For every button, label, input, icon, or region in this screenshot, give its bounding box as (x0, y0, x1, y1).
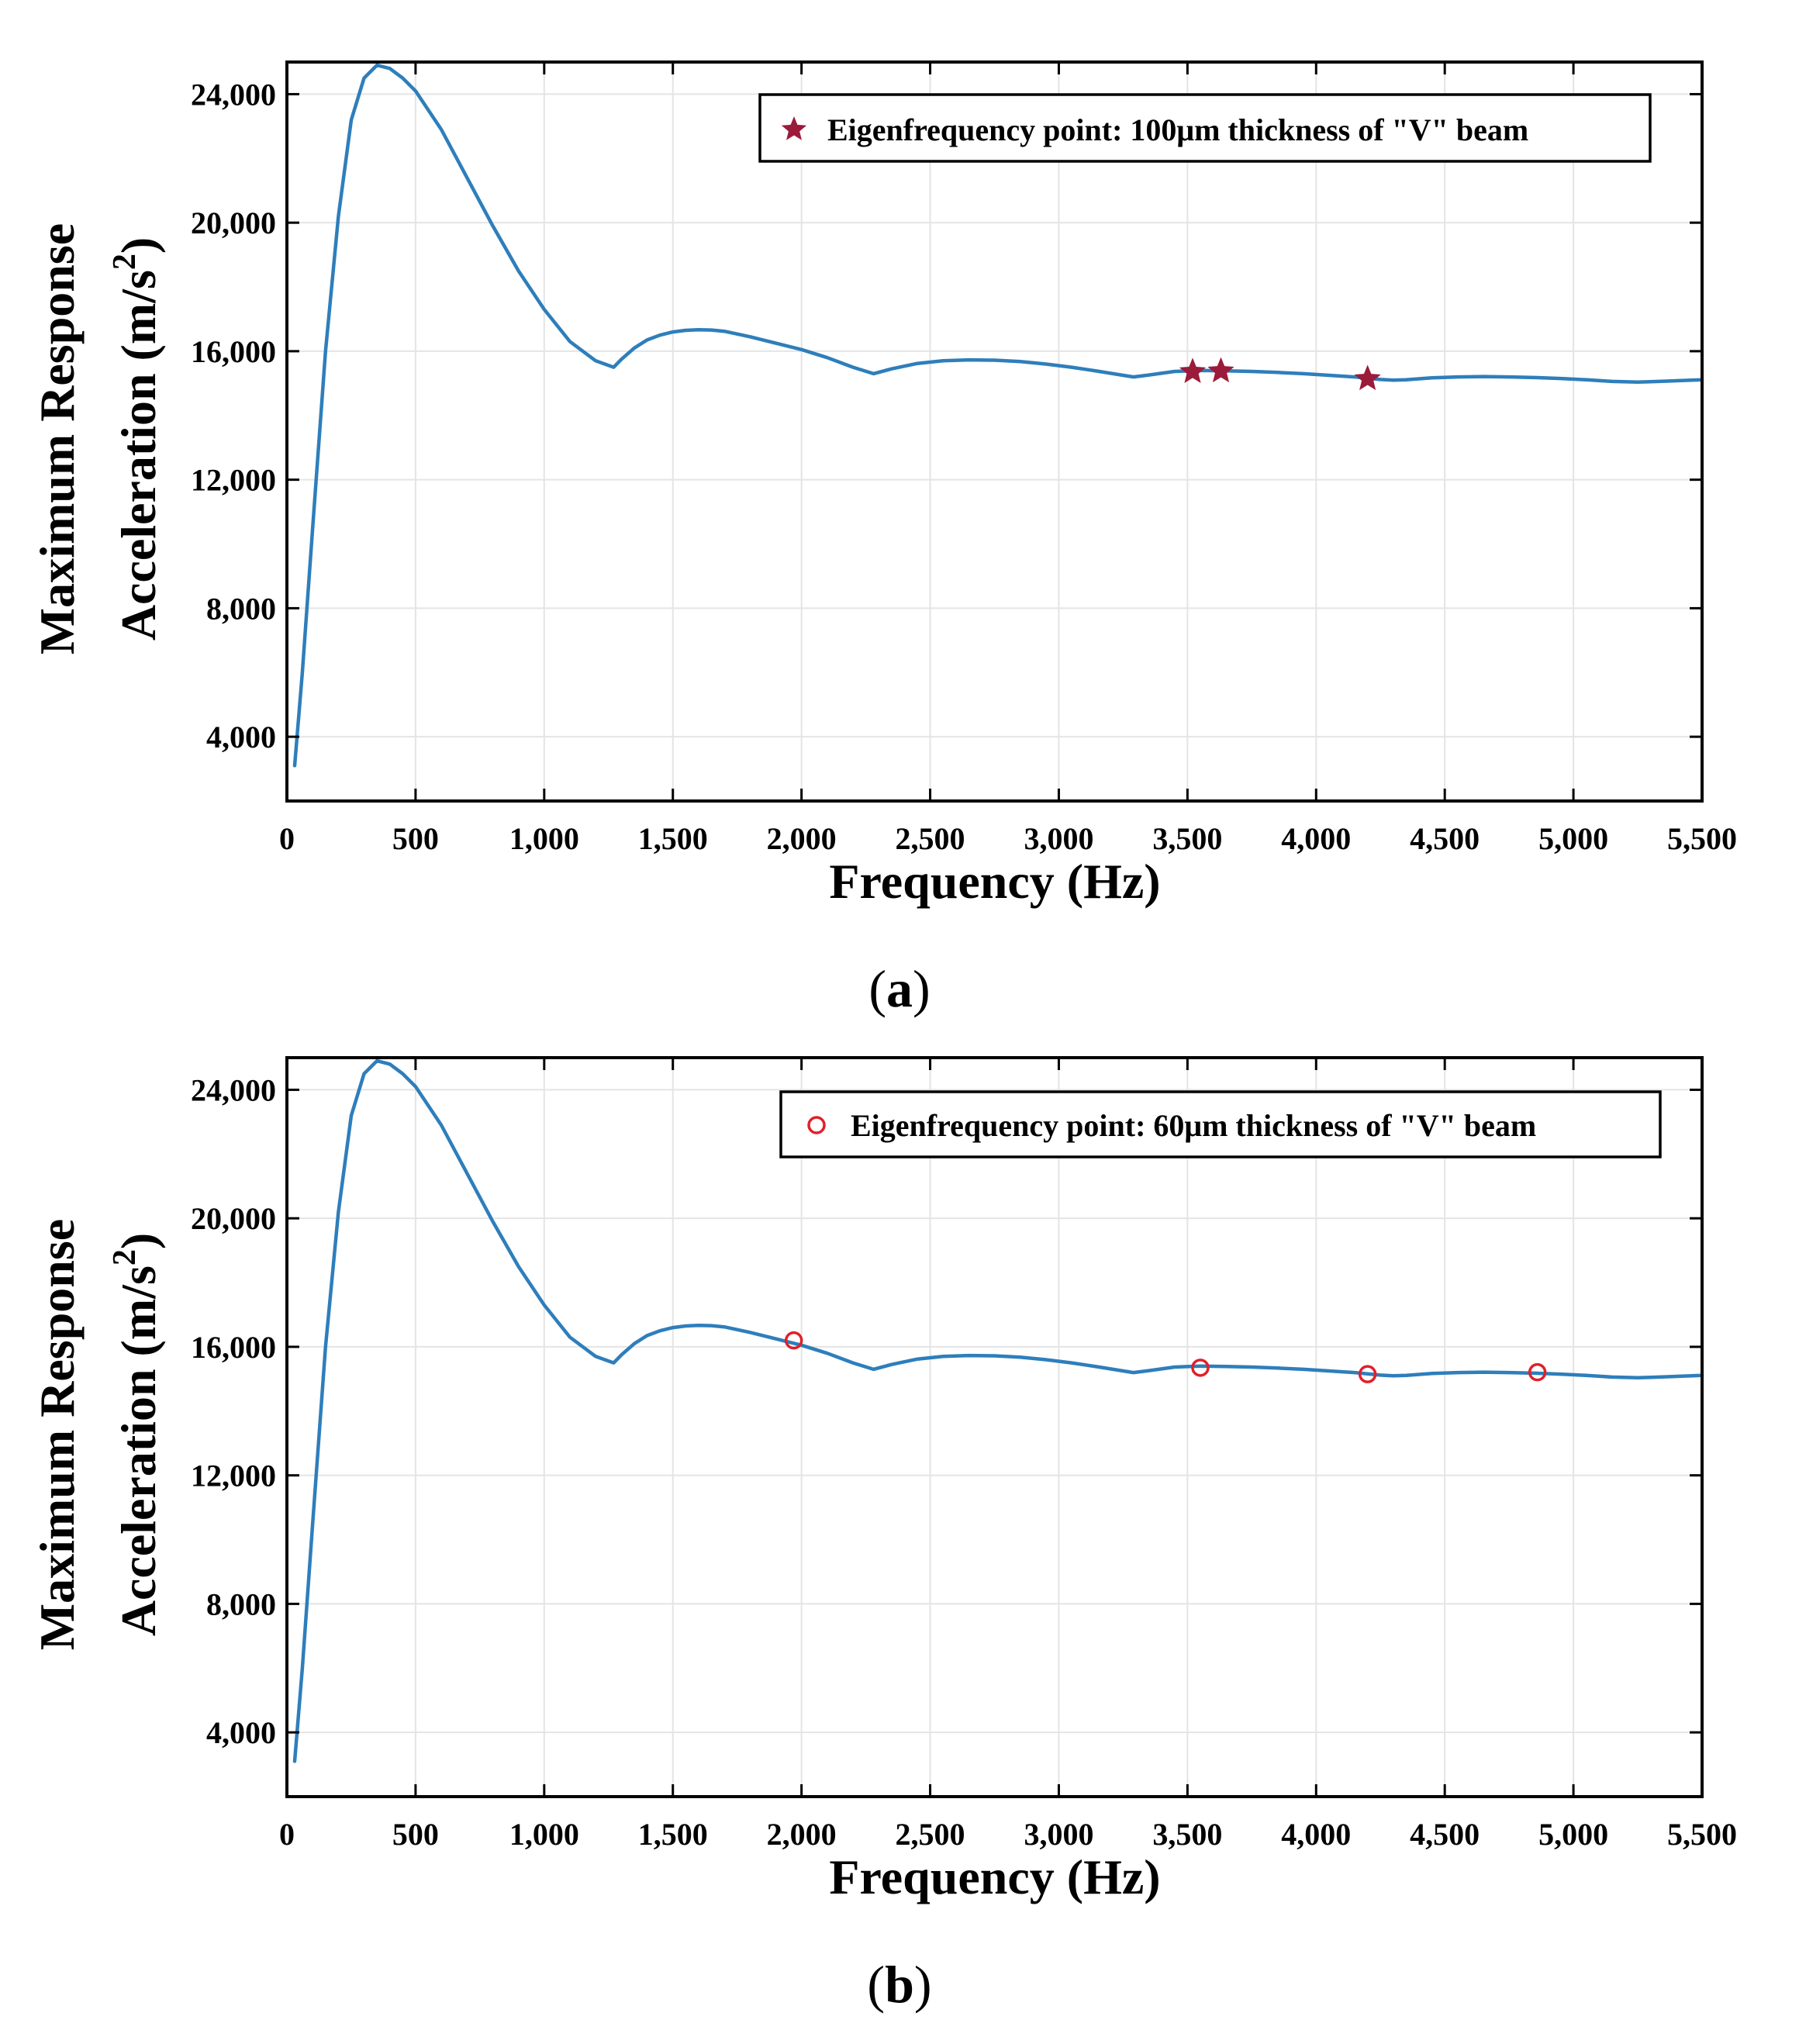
x-tick-label: 5,500 (1667, 821, 1737, 856)
x-tick-label: 3,500 (1152, 1817, 1222, 1852)
y-axis-title-close: ) (111, 237, 166, 254)
x-tick-label: 500 (392, 821, 439, 856)
y-axis-title-text: Acceleration (m/s (111, 1265, 166, 1636)
x-axis-title: Frequency (Hz) (829, 854, 1160, 909)
y-axis-title-line2: Acceleration (m/s2) (107, 237, 166, 640)
y-tick-label: 16,000 (191, 334, 276, 369)
response-curve-line (292, 1058, 1704, 1763)
legend-label: Eigenfrequency point: 60μm thickness of … (851, 1108, 1536, 1143)
eigenfrequency-star-marker (1179, 357, 1207, 383)
y-tick-label: 16,000 (191, 1330, 276, 1365)
y-tick-label: 4,000 (206, 1715, 276, 1750)
y-tick-label: 24,000 (191, 1072, 276, 1107)
eigenfrequency-star-marker (1207, 357, 1234, 383)
x-tick-label: 1,000 (509, 821, 579, 856)
plot-frame (285, 60, 1704, 803)
legend-circle-icon (807, 1116, 826, 1134)
y-tick-label: 12,000 (191, 463, 276, 498)
x-tick-label: 1,500 (638, 1817, 708, 1852)
panel-label-open: ( (867, 1955, 885, 2014)
x-tick-label: 0 (279, 821, 295, 856)
legend-box (758, 93, 1652, 163)
y-tick-labels: 4,000 8,000 12,000 16,000 20,000 24,000 (191, 1072, 276, 1750)
x-tick-labels: 0 500 1,000 1,500 2,000 2,500 3,000 3,500 4,000 4… (279, 1817, 1737, 1852)
legend: Eigenfrequency point: 60μm thickness of … (779, 1090, 1662, 1158)
x-tick-label: 500 (392, 1817, 439, 1852)
y-tick-labels: 4,000 8,000 12,000 16,000 20,000 24,000 (191, 77, 276, 754)
y-axis-title-line1: Maximum Response (29, 223, 85, 654)
x-axis-title: Frequency (Hz) (829, 1849, 1160, 1904)
y-axis-title-close: ) (111, 1233, 166, 1249)
x-tick-label: 3,500 (1152, 821, 1222, 856)
x-tick-label: 5,000 (1538, 821, 1608, 856)
eigenfrequency-markers (784, 1331, 1547, 1383)
panel-label-close: ) (914, 1955, 932, 2014)
y-axis-title-line1: Maximum Response (29, 1219, 85, 1650)
x-tick-label: 4,000 (1281, 821, 1351, 856)
y-tick-label: 8,000 (206, 1587, 276, 1621)
y-tick-label: 12,000 (191, 1459, 276, 1493)
eigenfrequency-circle-marker (1528, 1362, 1547, 1382)
y-axis-title-superscript: 2 (107, 1249, 143, 1265)
eigenfrequency-star-marker (1354, 364, 1381, 391)
chart-panel-a: 0 500 1,000 1,500 2,000 2,500 3,000 3,500 4,000 4… (29, 60, 1737, 1018)
x-tick-labels: 0 500 1,000 1,500 2,000 2,500 3,000 3,500 4,000 4… (279, 821, 1737, 856)
tick-marks (285, 62, 1704, 801)
grid-lines (286, 62, 1703, 801)
panel-label-open: ( (868, 959, 886, 1018)
y-tick-label: 20,000 (191, 1201, 276, 1236)
tick-marks (285, 1058, 1704, 1797)
x-tick-label: 3,000 (1024, 1817, 1093, 1852)
x-tick-label: 5,500 (1667, 1817, 1737, 1852)
legend-star-icon (781, 116, 807, 140)
x-tick-label: 1,000 (509, 1817, 579, 1852)
y-tick-label: 8,000 (206, 591, 276, 626)
legend-star-shape (781, 116, 807, 140)
x-tick-label: 2,500 (896, 821, 965, 856)
y-tick-label: 24,000 (191, 77, 276, 112)
y-tick-label: 20,000 (191, 205, 276, 240)
x-tick-label: 4,500 (1410, 821, 1480, 856)
response-curve-line (292, 63, 1704, 768)
legend-label: Eigenfrequency point: 100μm thickness of… (827, 112, 1528, 147)
panel-label-a: (a) (868, 959, 930, 1018)
panel-label-letter: b (885, 1955, 914, 2014)
x-tick-label: 0 (279, 1817, 295, 1852)
x-tick-label: 2,500 (896, 1817, 965, 1852)
eigenfrequency-circle-marker (1191, 1359, 1210, 1377)
chart-panel-b: 0 500 1,000 1,500 2,000 2,500 3,000 3,500 4,000 4… (29, 1056, 1737, 2014)
x-tick-label: 4,500 (1410, 1817, 1480, 1852)
legend: Eigenfrequency point: 100μm thickness of… (758, 93, 1652, 163)
y-axis-title-text: Acceleration (m/s (111, 270, 166, 640)
plot-frame (285, 1056, 1704, 1798)
eigenfrequency-markers (1179, 357, 1381, 391)
y-axis-title-line2: Acceleration (m/s2) (107, 1233, 166, 1636)
eigenfrequency-circle-marker (784, 1331, 803, 1350)
x-tick-label: 3,000 (1024, 821, 1093, 856)
eigenfrequency-circle-marker (1358, 1365, 1377, 1383)
legend-box (779, 1090, 1662, 1158)
panel-label-close: ) (913, 959, 931, 1018)
x-tick-label: 2,000 (767, 821, 837, 856)
x-tick-label: 4,000 (1281, 1817, 1351, 1852)
y-axis-title-superscript: 2 (107, 254, 143, 270)
x-tick-label: 5,000 (1538, 1817, 1608, 1852)
x-tick-label: 2,000 (767, 1817, 837, 1852)
panel-label-b: (b) (867, 1955, 931, 2014)
panel-label-letter: a (886, 959, 913, 1018)
x-tick-label: 1,500 (638, 821, 708, 856)
y-tick-label: 4,000 (206, 720, 276, 754)
legend-circle-shape (807, 1116, 826, 1134)
